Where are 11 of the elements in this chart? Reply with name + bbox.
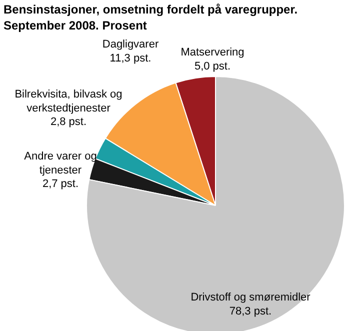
slice-label: Drivstoff og smøremidler <box>190 292 311 304</box>
data-label: 11,3 pst. <box>110 52 152 64</box>
chart-title: Bensinstasjoner, omsetning fordelt på varegrupper. September 2008. Prosent <box>4 2 298 33</box>
data-label: 5,0 pst. <box>194 60 231 72</box>
data-label: 2,8 pst. <box>50 116 87 128</box>
slice-label: Matservering <box>180 46 244 58</box>
data-label: 78,3 pst. <box>229 305 272 318</box>
slice-label: Andre varer og tjenester <box>24 150 97 176</box>
data-label: 2,7 pst. <box>42 178 79 190</box>
slice-label: Dagligvarer <box>102 38 159 50</box>
slice-label: Bilrekvisita, bilvask og verkstedtjenester <box>14 88 122 114</box>
